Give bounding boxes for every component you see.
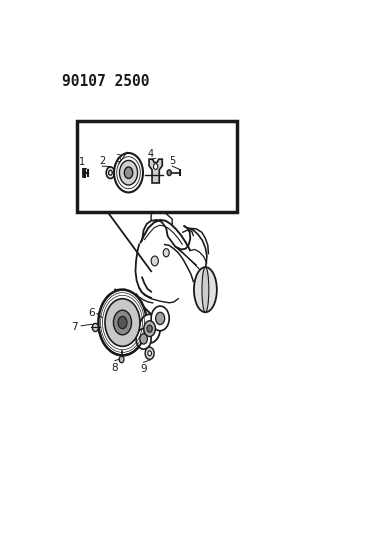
- Circle shape: [136, 329, 151, 349]
- Ellipse shape: [194, 267, 217, 312]
- Bar: [77, 122, 237, 212]
- Text: 5: 5: [169, 156, 175, 166]
- Circle shape: [119, 356, 124, 363]
- Circle shape: [163, 248, 169, 257]
- Circle shape: [148, 351, 151, 356]
- Circle shape: [124, 167, 133, 179]
- Ellipse shape: [202, 267, 209, 312]
- Text: 3: 3: [116, 154, 122, 164]
- Circle shape: [147, 325, 152, 332]
- Circle shape: [105, 298, 140, 346]
- Circle shape: [167, 170, 171, 175]
- Circle shape: [156, 312, 165, 325]
- Circle shape: [151, 306, 169, 330]
- Text: 8: 8: [112, 363, 118, 373]
- Circle shape: [114, 310, 131, 335]
- Circle shape: [119, 160, 138, 185]
- Circle shape: [98, 290, 147, 356]
- Circle shape: [139, 314, 160, 343]
- Circle shape: [151, 256, 158, 266]
- Circle shape: [118, 317, 127, 329]
- Circle shape: [154, 164, 158, 169]
- Text: 90107 2500: 90107 2500: [62, 74, 150, 89]
- Polygon shape: [149, 159, 162, 183]
- Circle shape: [140, 334, 147, 344]
- Circle shape: [106, 167, 115, 179]
- Text: 1: 1: [79, 157, 85, 167]
- Text: 9: 9: [140, 365, 147, 374]
- Circle shape: [109, 170, 112, 175]
- Text: 7: 7: [72, 321, 78, 332]
- Circle shape: [92, 324, 98, 332]
- Circle shape: [145, 347, 154, 359]
- Text: 4: 4: [147, 149, 154, 159]
- Circle shape: [144, 321, 156, 336]
- Circle shape: [114, 153, 143, 192]
- Text: 6: 6: [89, 309, 95, 319]
- Text: 2: 2: [99, 156, 105, 166]
